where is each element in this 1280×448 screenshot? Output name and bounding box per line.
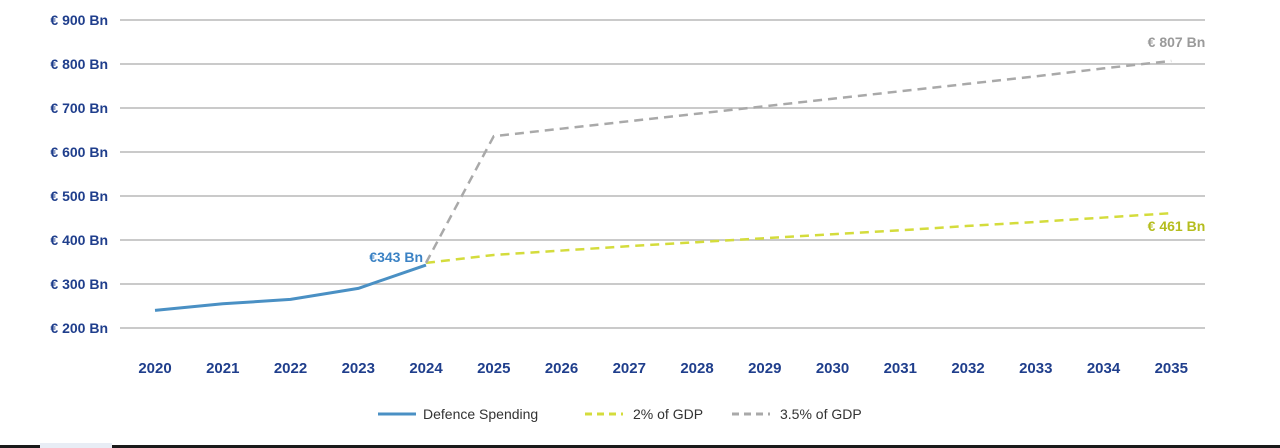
- x-tick-label: 2034: [1087, 360, 1121, 377]
- y-tick-label: € 500 Bn: [50, 188, 108, 204]
- y-tick-label: € 300 Bn: [50, 276, 108, 292]
- y-tick-label: € 700 Bn: [50, 100, 108, 116]
- bottom-divider: [0, 445, 1280, 448]
- x-tick-label: 2023: [342, 360, 375, 377]
- x-tick-label: 2020: [138, 360, 171, 377]
- series-line-1: [425, 211, 1172, 265]
- legend-label: 2% of GDP: [633, 406, 703, 422]
- x-tick-label: 2025: [477, 360, 510, 377]
- data-label: € 807 Bn: [1148, 34, 1206, 50]
- y-tick-label: € 400 Bn: [50, 232, 108, 248]
- y-tick-label: € 200 Bn: [50, 320, 108, 336]
- series-lines: [154, 59, 1172, 312]
- data-labels: €343 Bn € 807 Bn € 461 Bn: [369, 34, 1205, 265]
- x-axis-ticks: 2020 2021 2022 2023 2024 2025 2026 2027 2028 2029…: [138, 360, 1188, 377]
- grid-lines: [120, 19, 1205, 329]
- data-label: €343 Bn: [369, 249, 423, 265]
- series-line-0: [154, 263, 427, 312]
- x-tick-label: 2026: [545, 360, 578, 377]
- legend-label: Defence Spending: [423, 406, 538, 422]
- y-axis-ticks: € 900 Bn € 800 Bn € 700 Bn € 600 Bn € 500 Bn…: [50, 12, 108, 336]
- x-tick-label: 2029: [748, 360, 781, 377]
- x-tick-label: 2028: [680, 360, 713, 377]
- x-tick-label: 2022: [274, 360, 307, 377]
- x-tick-label: 2031: [884, 360, 917, 377]
- data-label: € 461 Bn: [1148, 218, 1206, 234]
- legend: Defence Spending 2% of GDP 3.5% of GDP: [378, 406, 862, 422]
- y-tick-label: € 800 Bn: [50, 56, 108, 72]
- x-tick-label: 2032: [951, 360, 984, 377]
- legend-label: 3.5% of GDP: [780, 406, 862, 422]
- x-tick-label: 2033: [1019, 360, 1052, 377]
- x-tick-label: 2021: [206, 360, 239, 377]
- x-tick-label: 2024: [409, 360, 443, 377]
- x-tick-label: 2035: [1155, 360, 1188, 377]
- y-tick-label: € 900 Bn: [50, 12, 108, 28]
- x-tick-label: 2030: [816, 360, 849, 377]
- series-line-2: [424, 59, 1172, 264]
- x-tick-label: 2027: [613, 360, 646, 377]
- y-tick-label: € 600 Bn: [50, 144, 108, 160]
- bottom-accent: [40, 443, 112, 448]
